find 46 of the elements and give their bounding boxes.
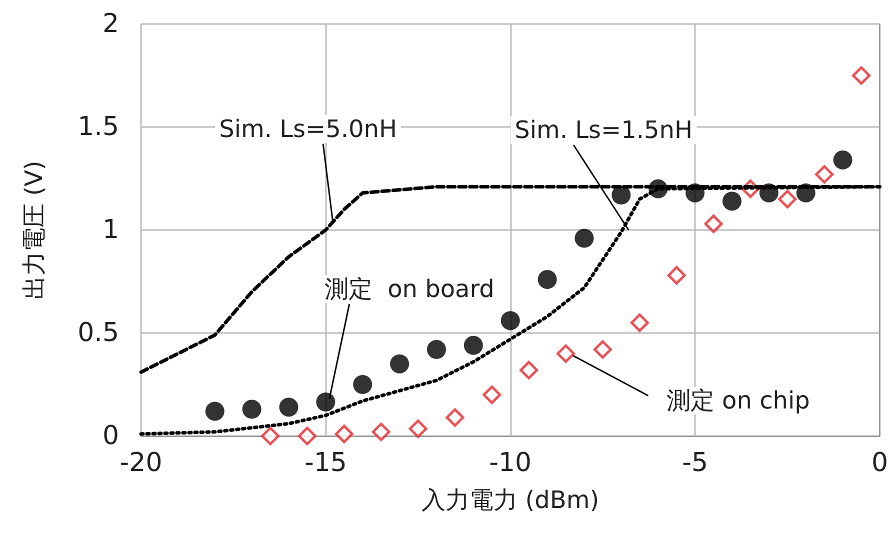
point [261, 426, 280, 446]
point [778, 190, 797, 208]
point [353, 375, 372, 394]
y-tick-label: 1 [102, 215, 119, 245]
x-tick-label: -10 [489, 448, 532, 478]
point [427, 340, 446, 359]
point [205, 402, 224, 421]
point [482, 386, 502, 404]
point [630, 313, 649, 332]
y-tick-label: 1.5 [78, 112, 119, 142]
point [593, 340, 612, 359]
point [612, 185, 631, 204]
point [408, 420, 428, 438]
x-tick-label: -20 [120, 448, 162, 478]
y-tick-label: 2 [102, 9, 119, 39]
point [704, 214, 723, 234]
point [372, 422, 390, 442]
annotation: Sim. Ls=1.5nH [514, 116, 693, 144]
point [390, 354, 410, 374]
point [667, 266, 686, 285]
x-tick-label: -5 [682, 448, 708, 478]
point [833, 150, 852, 170]
point [334, 424, 354, 444]
point [852, 66, 871, 85]
y-tick-label: 0.5 [78, 318, 119, 348]
x-axis-title: 入力電力 (dBm) [422, 486, 600, 514]
point [722, 192, 742, 211]
point [242, 400, 262, 419]
y-axis-title: 出力電圧 (V) [20, 160, 48, 300]
x-tick-label: 0 [871, 448, 888, 478]
annotation: 測定 on chip [666, 386, 810, 415]
x-tick-label: -15 [304, 448, 347, 478]
point [520, 360, 538, 380]
point [538, 270, 557, 289]
y-tick-label: 0 [102, 421, 119, 451]
annotation: Sim. Ls=5.0nH [219, 114, 398, 143]
point [556, 344, 576, 363]
point [446, 408, 464, 427]
point [815, 165, 834, 184]
point [279, 398, 298, 417]
annotation: 測定 on board [324, 274, 494, 303]
point [298, 426, 316, 446]
point [316, 392, 336, 412]
point [574, 228, 594, 248]
point [500, 311, 520, 330]
point [464, 336, 483, 355]
